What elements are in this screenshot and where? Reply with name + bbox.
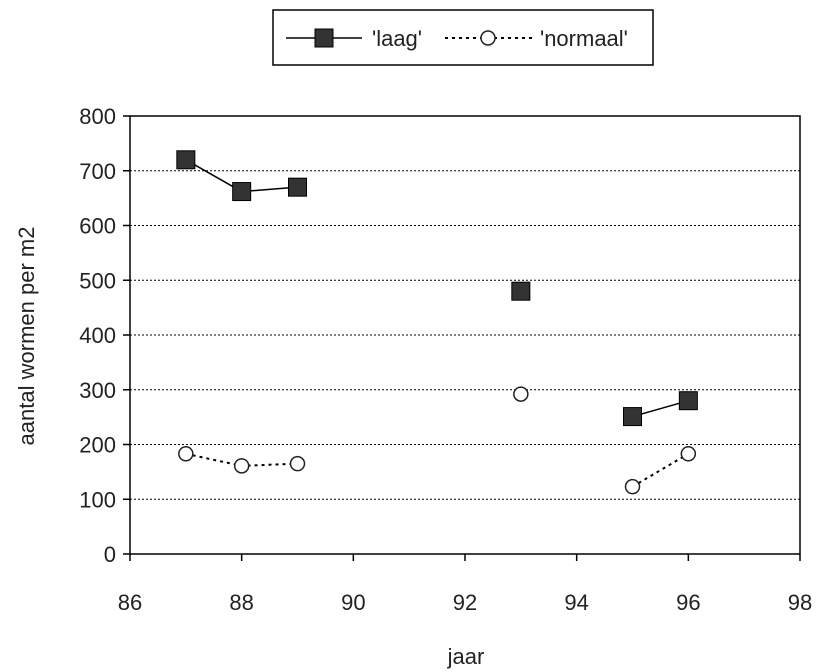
point-laag-89	[288, 177, 307, 197]
x-tick-label-90: 90	[341, 590, 365, 615]
point-laag-95	[623, 407, 642, 427]
point-normaal-95	[624, 478, 641, 495]
x-axis-title: jaar	[447, 644, 485, 669]
point-laag-88	[232, 182, 252, 202]
point-normaal-93	[513, 386, 529, 402]
y-tick-label-100: 100	[79, 487, 116, 512]
y-tick-label-0: 0	[104, 542, 116, 567]
point-normaal-96	[680, 446, 697, 462]
series-normaal	[178, 386, 697, 495]
gridlines	[130, 170, 800, 500]
y-tick-label-600: 600	[79, 214, 116, 239]
y-tick-label-400: 400	[79, 323, 116, 348]
legend-marker-laag	[314, 28, 334, 48]
point-laag-96	[678, 391, 698, 411]
axis-ticks: 0 100 200 300 400 500 600 700 800 86 88 90 92 94 96 98	[79, 104, 812, 615]
legend-label-laag: 'laag'	[372, 26, 422, 51]
y-tick-label-500: 500	[79, 268, 116, 293]
point-normaal-89	[289, 455, 306, 472]
point-laag-87	[176, 150, 196, 170]
series-normaal-line-2	[631, 452, 689, 488]
point-normaal-87	[178, 446, 194, 462]
y-tick-label-800: 800	[79, 104, 116, 129]
series-laag	[176, 150, 698, 427]
y-tick-label-700: 700	[79, 159, 116, 184]
x-tick-label-92: 92	[453, 590, 477, 615]
y-axis-title: aantal wormen per m2	[14, 227, 39, 446]
y-tick-label-300: 300	[79, 378, 116, 403]
point-normaal-88	[233, 458, 250, 474]
point-laag-93	[511, 281, 531, 301]
x-tick-label-98: 98	[788, 590, 812, 615]
legend: 'laag' 'normaal'	[272, 9, 654, 66]
y-tick-label-200: 200	[79, 433, 116, 458]
x-tick-label-86: 86	[118, 590, 142, 615]
legend-label-normaal: 'normaal'	[540, 26, 628, 51]
legend-marker-normaal	[480, 30, 496, 46]
x-tick-label-94: 94	[564, 590, 588, 615]
data-series	[176, 150, 698, 495]
x-tick-label-96: 96	[676, 590, 700, 615]
x-tick-label-88: 88	[229, 590, 253, 615]
